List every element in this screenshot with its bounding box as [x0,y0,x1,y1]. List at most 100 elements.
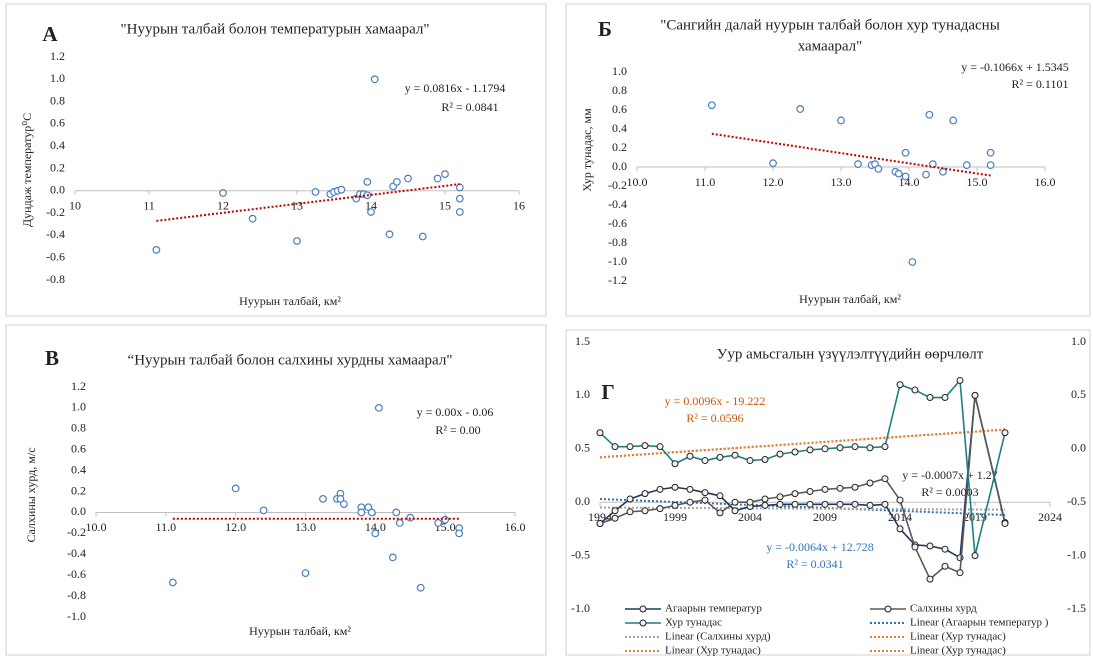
point [626,495,634,503]
point [455,194,464,203]
x-tick-label: 16.0 [505,520,526,534]
y-tick-label: 0.0 [71,504,86,518]
legend-label: Салхины хурд [910,603,977,615]
trend-equation: y = -0.1066x + 1.5345 [961,60,1069,74]
point [611,514,619,522]
point [168,578,177,587]
y-tick-label: 1.2 [71,379,86,393]
point [821,445,829,453]
panel-letter: В [45,346,59,370]
chart-title: Уур амьсгалын үзүүлэлтүүдийн өөрчлөлт [717,346,984,362]
panel-frame [5,324,547,656]
point [686,498,694,506]
point [866,479,874,487]
point [455,529,464,538]
x-tick-label: 13.0 [295,520,316,534]
x-tick-label: 12.0 [763,175,784,189]
point [319,494,327,503]
point [922,170,930,179]
point [941,562,949,570]
y-tick-label: 0.8 [71,421,86,435]
y-tick-label: -0.8 [67,588,86,602]
point [370,75,379,84]
point [731,507,739,515]
y-tick-label: 0.0 [575,494,590,508]
y2-tick-label: -1.0 [1067,547,1086,561]
point [806,488,814,496]
y-tick-label: 0.6 [612,102,627,116]
point [821,500,829,508]
y2-tick-label: 0.5 [1071,387,1086,401]
y-tick-label: 0.8 [612,83,627,97]
point [716,453,724,461]
point [901,172,910,181]
point [686,452,694,460]
point [866,444,874,452]
y-tick-label: 0.4 [50,138,65,152]
point [776,450,784,458]
point [881,475,889,483]
y-axis-label: Салхины хурд, м/с [24,447,38,542]
point [1001,520,1009,528]
point [455,208,464,216]
y-tick-label: -0.2 [67,525,86,539]
y-tick-label: 0.2 [612,140,627,154]
point [874,164,883,173]
point [395,519,404,527]
point [941,394,949,402]
y-tick-label: -1.0 [571,601,590,615]
point [896,525,904,533]
chart-title: хамаарал" [798,38,863,54]
point [837,116,845,125]
point [761,455,769,463]
point [769,159,777,168]
x-axis-label: Нуурын талбай, км² [799,292,901,306]
point [971,391,979,399]
chart-title: "Нуурын талбай болон температурын хамаар… [120,21,429,37]
point [716,509,724,517]
point [641,507,649,515]
point [406,513,415,522]
point [367,508,376,517]
point [404,174,412,183]
panel-letter: Г [601,380,614,404]
point [791,448,799,456]
trend-equation: y = 0.0816x - 1.1794 [405,81,506,95]
point [371,529,380,538]
trendline [599,497,1006,517]
y-tick-label: 0.5 [575,441,590,455]
y-tick-label: -1.0 [67,609,86,623]
point [851,443,859,451]
point [731,498,739,506]
point [259,506,268,515]
x-tick-label: 11.0 [156,520,177,534]
y-tick-label: 0.2 [50,160,65,174]
point [1001,429,1009,437]
point [731,451,739,459]
y-tick-label: -0.5 [571,547,590,561]
point [926,394,934,402]
point [231,484,240,493]
point [851,500,859,508]
point [956,376,964,384]
point [796,105,805,113]
point [441,515,450,524]
y2-tick-label: -0.5 [1067,494,1086,508]
point [806,500,814,508]
point [761,501,769,509]
x-tick-label: 13.0 [831,175,852,189]
x-tick-label: 2009 [813,510,837,524]
y-tick-label: -0.6 [46,249,65,263]
point [776,500,784,508]
point [363,177,372,186]
y-tick-label: -1.0 [608,254,627,268]
x-tick-label: 10 [69,199,81,213]
point [776,493,784,501]
point [434,519,443,527]
y2-tick-label: 0.0 [1071,441,1086,455]
x-tick-label: 16.0 [1035,175,1056,189]
x-tick-label: 2004 [738,510,762,524]
y-tick-label: -0.2 [46,205,65,219]
point [986,148,995,157]
